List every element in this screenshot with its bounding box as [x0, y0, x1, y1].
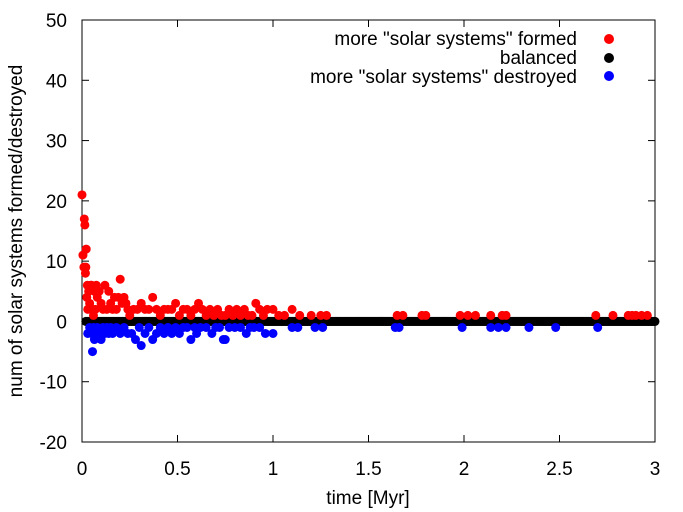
y-tick-label: -10 — [40, 373, 67, 394]
destroyed-point — [220, 335, 230, 345]
destroyed-point — [136, 341, 146, 351]
x-tick-label: 1.5 — [355, 459, 381, 480]
formed-point — [486, 310, 496, 320]
destroyed-point — [457, 322, 467, 332]
destroyed-point — [255, 322, 265, 332]
destroyed-point — [493, 322, 503, 332]
x-tick-label: 0 — [77, 459, 88, 480]
formed-point — [115, 274, 125, 284]
legend-marker-balanced — [604, 53, 614, 63]
formed-point — [398, 310, 408, 320]
formed-point — [295, 310, 305, 320]
y-tick-label: 0 — [56, 312, 67, 333]
axis-tick-labels: 0 0.5 1 1.5 2 2.5 3 -20 -10 0 10 20 30 40 50 — [40, 11, 661, 480]
y-tick-label: -20 — [40, 433, 67, 454]
x-tick-label: 3 — [650, 459, 661, 480]
formed-point — [287, 304, 297, 314]
formed-point — [642, 310, 652, 320]
formed-point — [470, 310, 480, 320]
destroyed-point — [394, 322, 404, 332]
destroyed-point — [144, 322, 154, 332]
formed-point — [321, 310, 331, 320]
destroyed-point — [182, 322, 192, 332]
legend: more "solar systems" formed balanced mor… — [310, 29, 614, 88]
x-tick-label: 2 — [459, 459, 470, 480]
formed-point — [77, 190, 87, 200]
data-points — [77, 190, 660, 357]
destroyed-point — [486, 322, 496, 332]
destroyed-point — [268, 328, 278, 338]
destroyed-point — [524, 322, 534, 332]
formed-point — [608, 310, 618, 320]
destroyed-point — [551, 322, 561, 332]
legend-label-formed: more "solar systems" formed — [334, 29, 577, 50]
destroyed-point — [201, 322, 211, 332]
formed-point — [247, 310, 257, 320]
y-axis-label: num of solar systems formed/destroyed — [6, 65, 27, 398]
balanced-point — [650, 316, 660, 326]
axis-ticks — [81, 19, 656, 443]
formed-point — [463, 310, 473, 320]
y-tick-label: 40 — [46, 71, 67, 92]
destroyed-point — [593, 322, 603, 332]
formed-point — [455, 310, 465, 320]
destroyed-point — [293, 322, 303, 332]
destroyed-point — [186, 335, 196, 345]
legend-marker-formed — [604, 34, 614, 44]
formed-point — [80, 220, 90, 230]
formed-point — [104, 286, 114, 296]
formed-point — [81, 262, 91, 272]
formed-point — [111, 304, 121, 314]
y-tick-label: 10 — [46, 252, 67, 273]
x-axis-label: time [Myr] — [326, 488, 409, 509]
formed-point — [144, 304, 154, 314]
formed-point — [90, 304, 100, 314]
destroyed-point — [236, 322, 246, 332]
legend-label-balanced: balanced — [500, 48, 577, 69]
destroyed-point — [88, 347, 98, 357]
destroyed-point — [310, 322, 320, 332]
formed-point — [94, 286, 104, 296]
destroyed-point — [318, 322, 328, 332]
formed-point — [501, 310, 511, 320]
formed-point — [171, 298, 181, 308]
formed-point — [421, 310, 431, 320]
y-tick-label: 50 — [46, 11, 67, 32]
destroyed-point — [130, 335, 140, 345]
formed-point — [148, 292, 158, 302]
x-tick-label: 0.5 — [164, 459, 190, 480]
x-tick-label: 1 — [268, 459, 279, 480]
destroyed-point — [134, 322, 144, 332]
destroyed-point — [501, 322, 511, 332]
formed-point — [306, 310, 316, 320]
legend-label-destroyed: more "solar systems" destroyed — [310, 67, 577, 88]
x-tick-label: 2.5 — [546, 459, 572, 480]
y-tick-label: 30 — [46, 132, 67, 153]
formed-point — [81, 244, 91, 254]
formed-point — [591, 310, 601, 320]
legend-marker-destroyed — [604, 71, 614, 81]
formed-point — [268, 304, 278, 314]
formed-point — [279, 310, 289, 320]
y-tick-label: 20 — [46, 192, 67, 213]
destroyed-point — [215, 322, 225, 332]
destroyed-point — [260, 328, 270, 338]
